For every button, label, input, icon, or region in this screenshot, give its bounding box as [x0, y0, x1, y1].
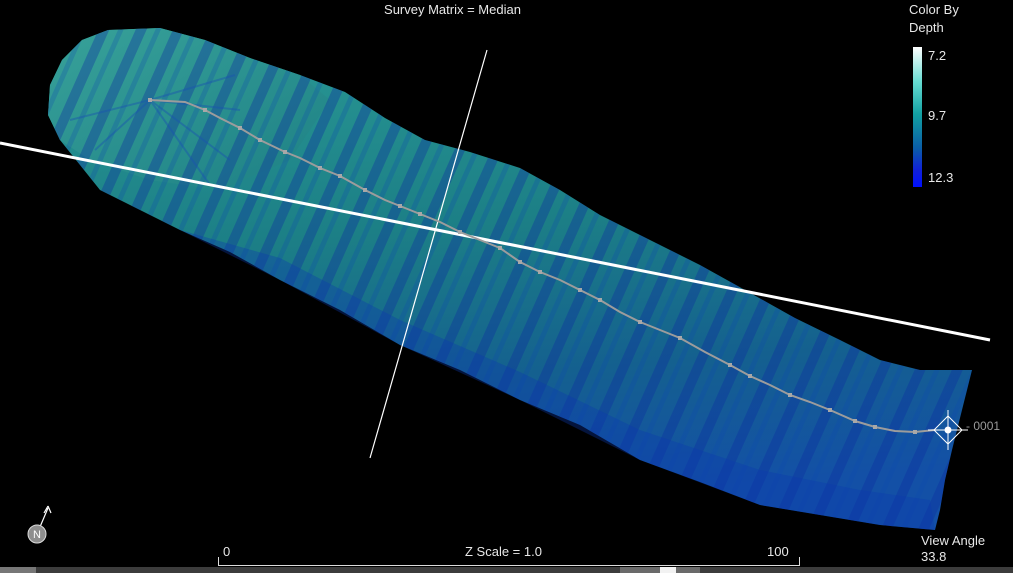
legend-tick: 12.3 [928, 170, 954, 185]
view-angle-label: View Angle [921, 533, 986, 548]
north-arrow-icon: N [27, 505, 52, 544]
crosshair-horizontal [0, 141, 991, 342]
scroll-left-button[interactable] [0, 567, 36, 573]
north-arrow: N [26, 504, 56, 548]
legend-tick: 9.7 [928, 108, 947, 123]
legend-title-line2: Depth [909, 20, 944, 35]
scale-max-label: 100 [767, 544, 789, 559]
survey-line-name: 0001 [973, 419, 1001, 433]
view-angle-readout: View Angle 33.8 [921, 533, 985, 565]
legend-title-line1: Color By [909, 2, 959, 17]
surface-deep-edge [180, 230, 935, 530]
track-points [148, 98, 917, 434]
legend-title: Color By Depth [909, 1, 1009, 37]
survey-line-label: - 0001 [966, 419, 1001, 433]
crosshair-vertical [369, 49, 488, 459]
scroll-grip[interactable] [660, 567, 676, 573]
z-scale-label: Z Scale = 1.0 [465, 544, 542, 559]
scale-bar [218, 557, 800, 566]
view-angle-value: 33.8 [921, 549, 947, 564]
scale-min-label: 0 [223, 544, 231, 559]
north-letter: N [33, 529, 41, 541]
depth-color-bar [913, 47, 922, 187]
surface-depth-stripes [48, 28, 972, 530]
horizontal-scrollbar[interactable] [0, 567, 1013, 573]
target-marker-icon[interactable] [928, 410, 968, 450]
viewport-title: Survey Matrix = Median [384, 2, 521, 17]
legend-tick: 7.2 [928, 48, 947, 63]
